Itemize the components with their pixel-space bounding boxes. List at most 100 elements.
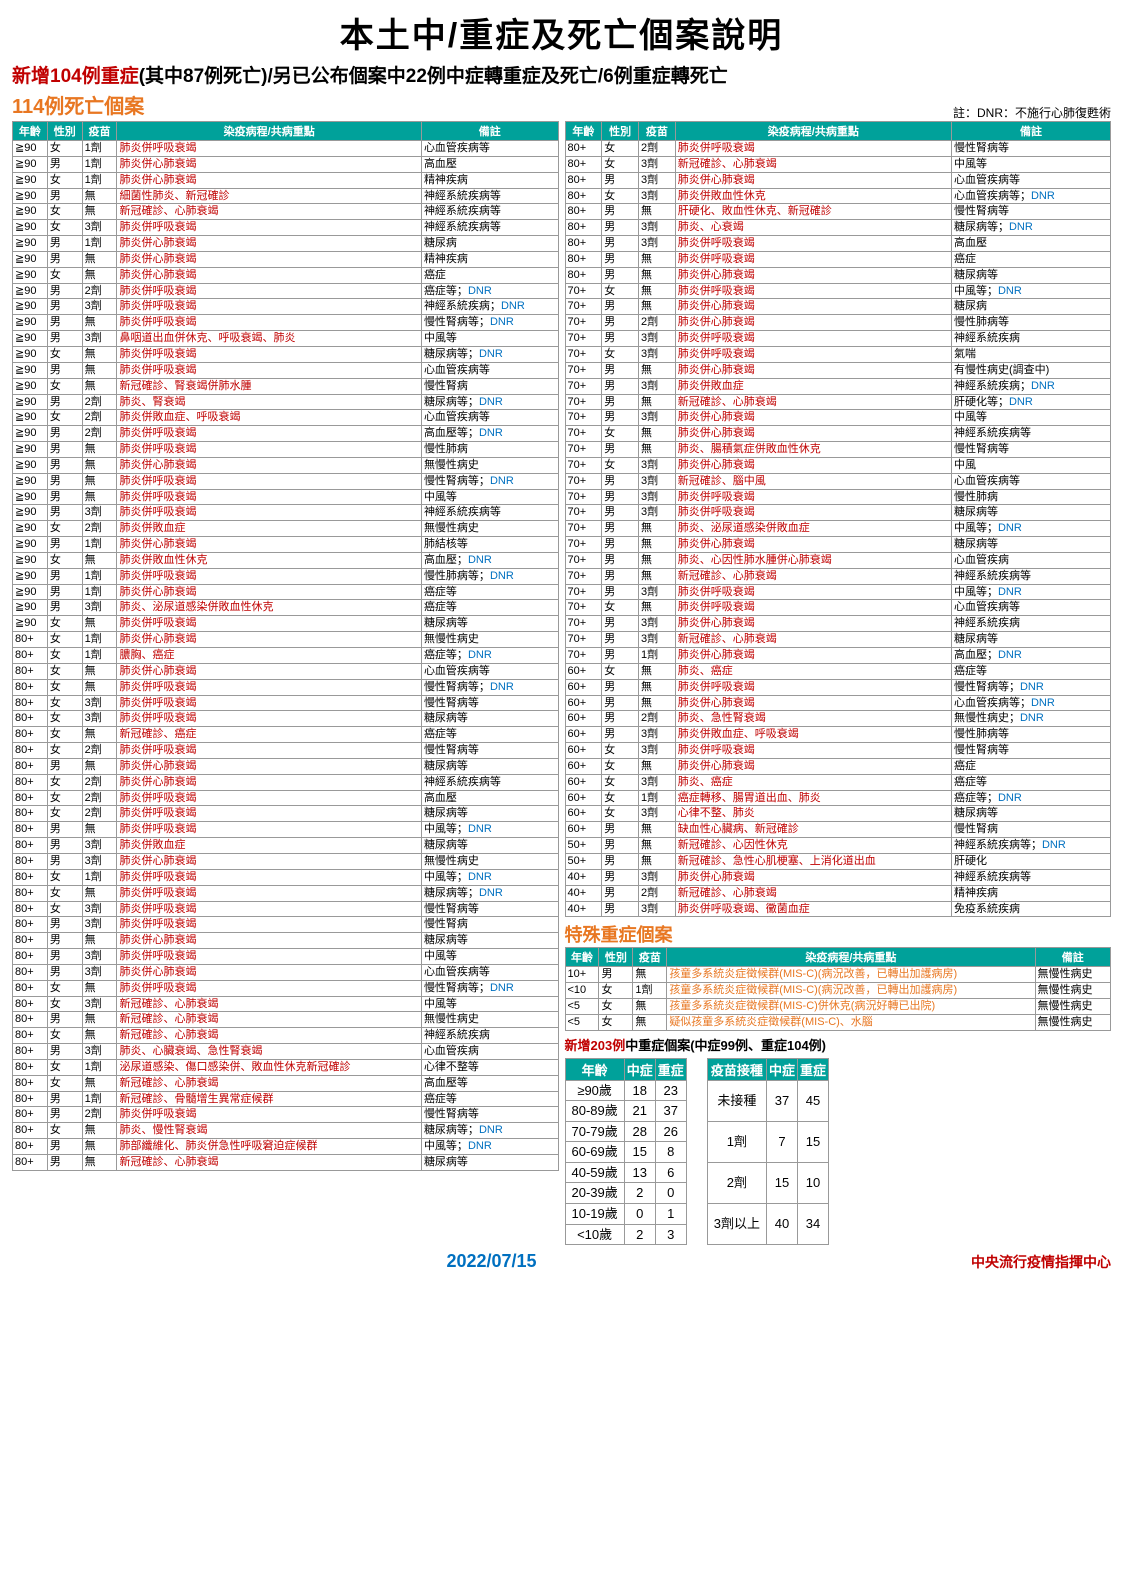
cell-sym: 肺炎、心因性肺水腫併心肺衰竭	[675, 552, 951, 568]
special-table: 年齡 性別 疫苗 染疫病程/共病重點 備註 10+男無孩童多系統炎症徵候群(MI…	[565, 947, 1112, 1030]
cell-age: 70+	[565, 584, 602, 600]
table-row: 70+男無肺炎、心因性肺水腫併心肺衰竭心血管疾病	[565, 552, 1111, 568]
cell: 26	[655, 1121, 686, 1142]
table-row: 80+女3劑肺炎併呼吸衰竭慢性腎病等	[13, 901, 559, 917]
table-row: ≧90男3劑鼻咽道出血併休克、呼吸衰竭、肺炎中風等	[13, 331, 559, 347]
cell-sym: 肺炎併呼吸衰竭	[117, 822, 421, 838]
cell-rem: 中風等	[951, 156, 1110, 172]
cell-age: 60+	[565, 743, 602, 759]
cell-sym: 肺炎併呼吸衰竭	[117, 616, 421, 632]
cell-sex: 男	[602, 251, 639, 267]
table-row: ≧90男2劑肺炎併呼吸衰竭高血壓等；DNR	[13, 426, 559, 442]
cell-vac: 3劑	[82, 838, 117, 854]
cell-rem: 慢性肺病等；DNR	[421, 568, 558, 584]
th-vac: 疫苗	[82, 122, 117, 141]
cell-rem: 中風等	[421, 949, 558, 965]
cell-sym: 肺炎併呼吸衰竭	[117, 505, 421, 521]
table-row: 70+男無肺炎、腸積氣症併敗血性休克慢性腎病等	[565, 442, 1111, 458]
cell-sex: 男	[47, 1044, 82, 1060]
table-row: 80+男3劑肺炎併心肺衰竭心血管疾病等	[565, 172, 1111, 188]
cell-rem: 高血壓	[951, 236, 1110, 252]
cell-rem: 中風等	[421, 489, 558, 505]
table-row: 10+男無孩童多系統炎症徵候群(MIS-C)(病況改善，已轉出加護病房)無慢性病…	[565, 967, 1111, 983]
cell-sex: 男	[47, 964, 82, 980]
cell-rem: 心血管疾病等	[421, 141, 558, 157]
cell-age: <5	[565, 999, 599, 1015]
table-row: 70+男無肺炎併心肺衰竭有慢性病史(調查中)	[565, 362, 1111, 378]
table-row: ≧90女2劑肺炎併敗血症無慢性病史	[13, 521, 559, 537]
table-row: 70+女無肺炎併呼吸衰竭心血管疾病等	[565, 600, 1111, 616]
cell-sym: 肺炎、泌尿道感染併敗血症	[675, 521, 951, 537]
cell-vac: 無	[82, 727, 117, 743]
table-row: 80+男無新冠確診、心肺衰竭無慢性病史	[13, 1012, 559, 1028]
cell-age: 50+	[565, 853, 602, 869]
cell-age: 70+	[565, 568, 602, 584]
cell-sex: 女	[47, 790, 82, 806]
cell-sex: 男	[602, 331, 639, 347]
table-row: ≧90男無肺炎併呼吸衰竭慢性腎病等；DNR	[13, 473, 559, 489]
th: 中症	[624, 1058, 655, 1080]
cell-rem: 無慢性病史	[421, 1012, 558, 1028]
cell-sym: 新冠確診、骨髓增生異常症候群	[117, 1091, 421, 1107]
cell-sym: 肺炎併呼吸衰竭	[675, 236, 951, 252]
table-row: 80+男無肺部纖維化、肺炎併急性呼吸窘迫症候群中風等；DNR	[13, 1139, 559, 1155]
cell-age: ≧90	[13, 600, 48, 616]
table-row: 80+女無肺炎併呼吸衰竭慢性腎病等；DNR	[13, 679, 559, 695]
table-row: 80+男無新冠確診、心肺衰竭糖尿病等	[13, 1155, 559, 1171]
cell-sym: 孩童多系統炎症徵候群(MIS-C)併休克(病況好轉已出院)	[667, 999, 1035, 1015]
table-row: 80+女3劑新冠確診、心肺衰竭中風等	[13, 996, 559, 1012]
table-row: 80+男無肝硬化、敗血性休克、新冠確診慢性腎病等	[565, 204, 1111, 220]
cell-age: 80+	[13, 1107, 48, 1123]
cell-rem: 無慢性病史	[421, 457, 558, 473]
cell-rem: 高血壓；DNR	[951, 648, 1110, 664]
cell-vac: 2劑	[82, 1107, 117, 1123]
cell-sex: 女	[47, 220, 82, 236]
table-row: ≧90女無新冠確診、心肺衰竭神經系統疾病等	[13, 204, 559, 220]
cell-age: 80+	[565, 188, 602, 204]
cell: 60-69歲	[565, 1142, 624, 1163]
cell-vac: 3劑	[82, 996, 117, 1012]
cell-sex: 男	[602, 616, 639, 632]
cell-sex: 男	[47, 156, 82, 172]
cell-rem: 神經系統疾病；DNR	[421, 299, 558, 315]
cell-age: 80+	[565, 220, 602, 236]
cell-vac: 無	[638, 283, 675, 299]
table-row: ≧90女無肺炎併呼吸衰竭糖尿病等	[13, 616, 559, 632]
cell-age: 70+	[565, 426, 602, 442]
cell-sex: 男	[47, 537, 82, 553]
cell-age: 80+	[13, 679, 48, 695]
table-row: 70-79歲2826	[565, 1121, 686, 1142]
cell-sym: 孩童多系統炎症徵候群(MIS-C)(病況改善，已轉出加護病房)	[667, 983, 1035, 999]
cell-rem: 無慢性病史	[421, 632, 558, 648]
cell-vac: 1劑	[82, 584, 117, 600]
cell-sym: 肺炎併心肺衰竭	[117, 156, 421, 172]
table-row: 70+男3劑肺炎併敗血症神經系統疾病；DNR	[565, 378, 1111, 394]
cell-age: ≧90	[13, 267, 48, 283]
cell-sym: 新冠確診、腎衰竭併肺水腫	[117, 378, 421, 394]
cell-sex: 男	[47, 822, 82, 838]
cell-sym: 新冠確診、心肺衰竭	[117, 996, 421, 1012]
deaths-table-left: 年齡 性別 疫苗 染疫病程/共病重點 備註 ≧90女1劑肺炎併呼吸衰竭心血管疾病…	[12, 121, 559, 1171]
table-row: ≧90女無肺炎併心肺衰竭癌症	[13, 267, 559, 283]
cell-sex: 女	[47, 616, 82, 632]
cell-rem: 中風等	[951, 410, 1110, 426]
table-row: 80+男3劑肺炎併呼吸衰竭高血壓	[565, 236, 1111, 252]
table-row: ≧90男2劑肺炎併呼吸衰竭癌症等；DNR	[13, 283, 559, 299]
cell-sex: 女	[47, 648, 82, 664]
cell-rem: 癌症等；DNR	[421, 648, 558, 664]
cell-age: ≧90	[13, 362, 48, 378]
table-row: 60+女無肺炎、癌症癌症等	[565, 663, 1111, 679]
cell-vac: 無	[638, 521, 675, 537]
cell-sex: 男	[47, 457, 82, 473]
cell-vac: 無	[633, 1014, 667, 1030]
table-row: 80+女無肺炎併心肺衰竭心血管疾病等	[13, 663, 559, 679]
cell-rem: 糖尿病等	[421, 1155, 558, 1171]
table-row: 80+男3劑肺炎併呼吸衰竭中風等	[13, 949, 559, 965]
cell-age: 80+	[13, 964, 48, 980]
cell-rem: 神經系統疾病等	[421, 204, 558, 220]
cell-sex: 男	[47, 299, 82, 315]
cell-sex: 男	[602, 299, 639, 315]
cell-vac: 3劑	[82, 711, 117, 727]
cell-vac: 無	[638, 204, 675, 220]
cell-sym: 肺炎併呼吸衰竭	[117, 442, 421, 458]
